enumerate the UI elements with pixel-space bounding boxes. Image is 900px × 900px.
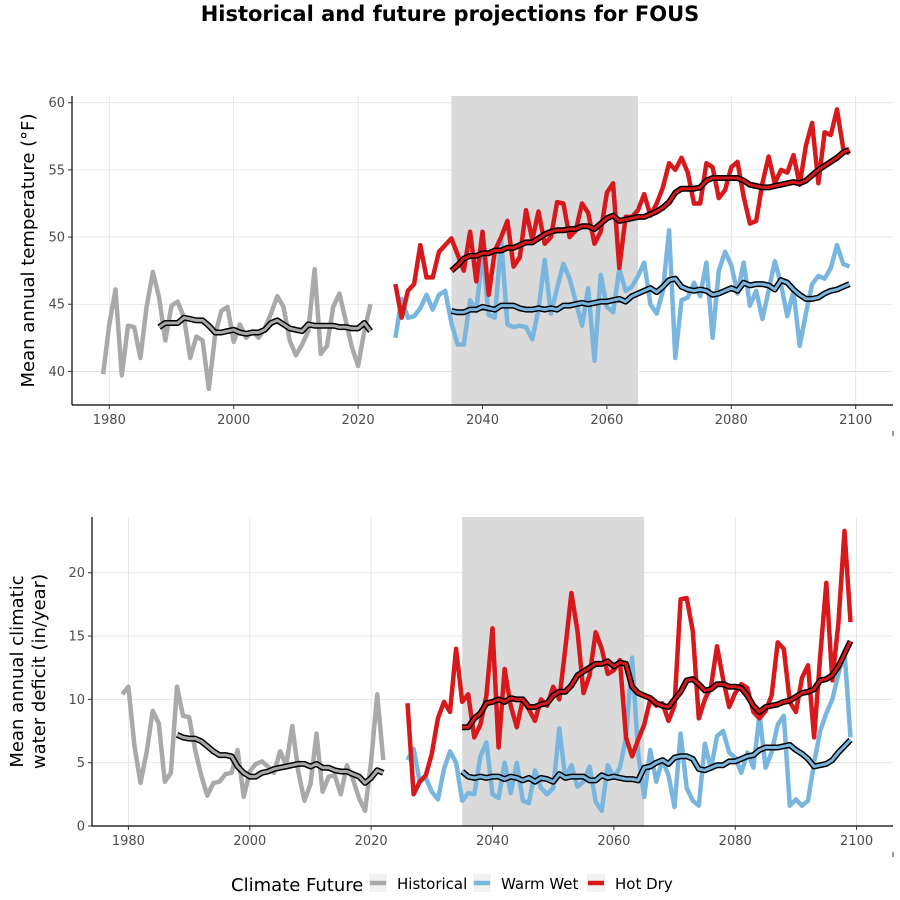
series-line-hot-dry: [393, 107, 851, 320]
y-tick-label: 60: [48, 96, 65, 111]
smooth-line-warm-wet: [461, 738, 852, 784]
x-tick-label: 2040: [476, 834, 509, 849]
y-axis-label-line: Mean annual climatic: [7, 575, 28, 767]
x-tick-label: 1980: [112, 834, 145, 849]
smooth-line-hot-dry: [450, 148, 851, 272]
legend: Climate Future Historical Warm Wet Hot Dry: [231, 874, 673, 896]
chart-title: Historical and future projections for FO…: [201, 2, 700, 26]
legend-label-historical: Historical: [397, 875, 467, 893]
y-tick-label: 10: [68, 693, 85, 708]
y-axis-label-line: water deficit (in/year): [29, 574, 50, 769]
y-tick-label: 45: [48, 298, 65, 313]
x-tick-label: 2000: [217, 413, 250, 428]
x-tick-label: 2080: [715, 413, 748, 428]
panel-2: 1980 2000 2020 2040 2060 2080 2100 0 5 10 15 20 Mean…: [7, 517, 894, 857]
panel-1: 1980 2000 2020 2040 2060 2080 2100 40 45 50 55 60 Me…: [18, 96, 894, 436]
x-tick-label: 2060: [590, 413, 623, 428]
x-tick-label: 1980: [93, 413, 126, 428]
x-tick-label: 2020: [355, 834, 388, 849]
legend-title: Climate Future: [231, 875, 363, 896]
legend-label-warm-wet: Warm Wet: [501, 875, 579, 893]
series-line-historical: [120, 684, 386, 814]
y-tick-label: 55: [48, 163, 65, 178]
smooth-line-historical: [158, 316, 372, 336]
x-tick-label: 2080: [719, 834, 752, 849]
y-tick-label: 20: [68, 566, 85, 581]
series-line-warm-wet: [405, 648, 853, 814]
y-axis-label: Mean annual climaticwater deficit (in/ye…: [7, 574, 50, 769]
x-tick-label: 2040: [466, 413, 499, 428]
y-tick-label: 50: [48, 231, 65, 246]
y-axis-label-line: Mean annual temperature (°F): [18, 113, 39, 387]
y-axis-label: Mean annual temperature (°F): [18, 113, 39, 387]
legend-label-hot-dry: Hot Dry: [615, 875, 673, 893]
x-tick-label: 2100: [839, 413, 872, 428]
smooth-line-historical: [176, 733, 384, 785]
series-line-warm-wet: [393, 228, 851, 363]
x-tick-label: 2000: [233, 834, 266, 849]
x-tick-label: 2020: [342, 413, 375, 428]
x-tick-label: 2060: [597, 834, 630, 849]
x-tick-label: 2100: [840, 834, 873, 849]
y-tick-label: 15: [68, 630, 85, 645]
smooth-line-warm-wet: [451, 277, 851, 314]
y-tick-label: 40: [48, 365, 65, 380]
smooth-line-hot-dry: [462, 640, 852, 729]
y-tick-label: 0: [77, 820, 85, 835]
y-tick-label: 5: [77, 756, 85, 771]
series-line-hot-dry: [405, 528, 853, 797]
